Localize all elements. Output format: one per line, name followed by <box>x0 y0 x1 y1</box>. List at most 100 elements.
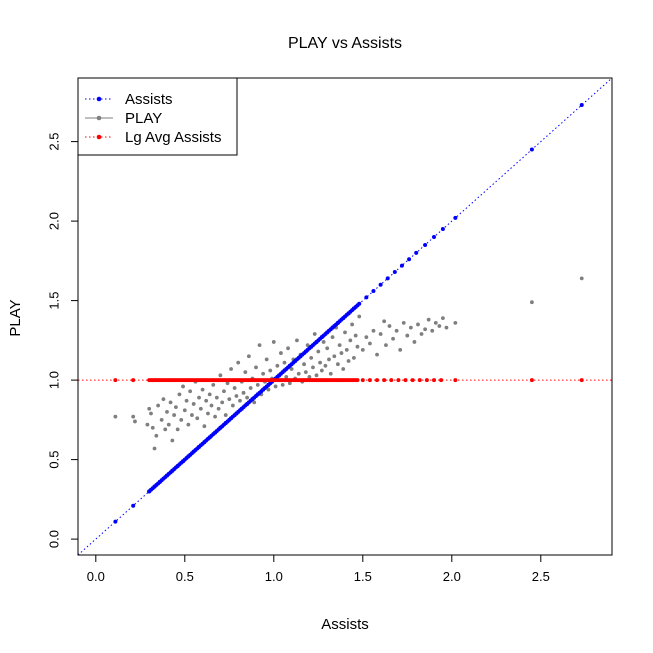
y-tick-label: 0.0 <box>47 530 62 548</box>
play-point <box>264 357 269 362</box>
play-point <box>275 363 280 368</box>
play-point <box>230 403 235 408</box>
play-point <box>154 433 159 438</box>
legend-box <box>77 77 238 156</box>
play-point <box>175 427 180 432</box>
play-point <box>280 382 285 387</box>
play-point <box>236 360 241 365</box>
play-point <box>190 413 194 417</box>
chart-title: PLAY vs Assists <box>288 35 402 52</box>
assists-point <box>392 269 397 274</box>
lg-avg-point <box>424 378 429 383</box>
play-point <box>408 325 413 330</box>
play-point <box>179 417 184 422</box>
play-point <box>530 300 534 305</box>
play-point <box>159 417 164 422</box>
play-point <box>271 340 276 344</box>
play-point <box>348 338 353 343</box>
play-point <box>287 381 292 386</box>
play-point <box>444 325 449 330</box>
legend-label: Assists <box>125 91 173 108</box>
play-point <box>177 392 182 397</box>
legend-marker <box>96 134 102 140</box>
play-point <box>255 382 260 387</box>
play-point <box>314 373 319 378</box>
play-point <box>401 320 406 325</box>
assists-point <box>432 235 436 239</box>
play-point <box>352 355 356 360</box>
play-point <box>150 425 155 430</box>
play-point <box>341 367 346 371</box>
play-point <box>186 422 191 427</box>
play-point <box>257 343 262 348</box>
assists-point <box>131 503 136 508</box>
play-point <box>343 330 347 335</box>
play-point <box>375 352 379 357</box>
play-point <box>145 422 150 427</box>
lg-avg-point <box>453 378 458 383</box>
play-point <box>318 360 322 365</box>
play-point <box>325 346 330 351</box>
play-point <box>163 427 168 432</box>
play-point <box>426 317 431 322</box>
legend-marker <box>96 115 102 121</box>
play-point <box>223 413 228 417</box>
lg-avg-point <box>375 378 380 383</box>
assists-point <box>371 289 376 294</box>
play-point <box>181 384 185 389</box>
play-point <box>216 406 221 411</box>
play-point <box>202 424 207 429</box>
play-point <box>225 381 230 386</box>
y-tick-label: 0.5 <box>47 451 62 469</box>
play-point <box>355 344 360 349</box>
lg-avg-point <box>113 378 118 383</box>
play-point <box>335 362 340 367</box>
play-point <box>296 371 301 376</box>
play-point <box>330 335 335 340</box>
play-point <box>222 389 226 394</box>
play-point <box>200 387 205 392</box>
lg-avg-point <box>579 378 584 383</box>
play-point <box>384 343 388 348</box>
assists-point <box>423 242 428 247</box>
play-point <box>316 349 321 354</box>
play-point <box>266 387 271 392</box>
play-point <box>437 324 442 328</box>
play-point <box>182 408 187 413</box>
play-point <box>394 328 399 333</box>
play-point <box>197 395 201 400</box>
play-point <box>229 367 233 371</box>
assists-point <box>440 227 445 232</box>
play-point <box>302 362 306 367</box>
x-tick-label: 1.0 <box>265 569 283 584</box>
lg-avg-point <box>432 378 436 383</box>
play-point <box>307 375 312 379</box>
play-point <box>311 365 315 370</box>
lg-avg-point <box>382 378 387 383</box>
x-tick-label: 1.5 <box>354 569 372 584</box>
play-point <box>289 367 294 371</box>
play-point <box>131 414 136 419</box>
play-point <box>337 343 342 348</box>
assists-point <box>355 303 360 308</box>
diagonal-reference-line <box>77 77 613 556</box>
assists-point <box>378 282 383 287</box>
assists-point <box>407 257 412 262</box>
play-point <box>360 347 365 352</box>
assists-point <box>113 519 118 524</box>
play-point <box>209 403 214 408</box>
play-point <box>328 371 333 376</box>
play-point <box>286 346 290 351</box>
legend-label: PLAY <box>125 110 162 127</box>
y-tick-label: 1.5 <box>47 292 62 310</box>
play-point <box>152 446 157 451</box>
play-point <box>133 419 137 424</box>
lg-avg-point <box>355 378 360 383</box>
play-point <box>339 351 344 355</box>
play-point <box>204 398 209 403</box>
play-point <box>371 328 376 333</box>
assists-point <box>414 250 419 255</box>
play-point <box>168 400 173 405</box>
play-point <box>174 405 178 410</box>
play-point <box>423 327 427 332</box>
